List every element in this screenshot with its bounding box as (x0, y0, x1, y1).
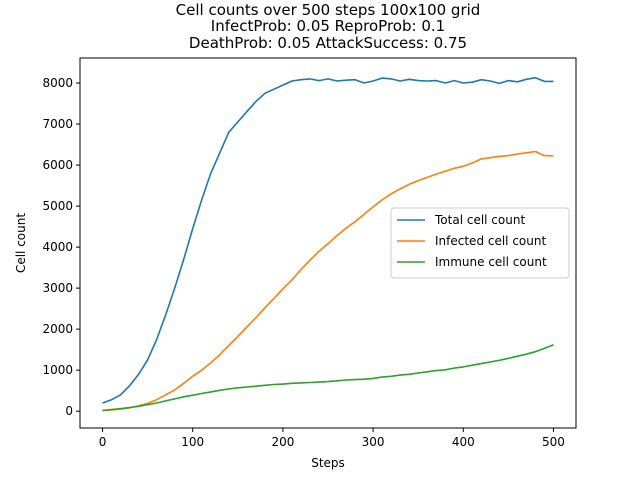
y-tick-label: 6000 (42, 158, 73, 172)
title-line-1: Cell counts over 500 steps 100x100 grid (176, 1, 481, 19)
legend: Total cell count Infected cell count Immun… (390, 207, 570, 279)
axes-frame (79, 57, 577, 429)
x-tick-label: 400 (452, 435, 475, 449)
x-tick-label: 300 (362, 435, 385, 449)
x-tick-label: 500 (542, 435, 565, 449)
title-line-2: InfectProb: 0.05 ReproProb: 0.1 (211, 17, 445, 35)
y-tick-label: 7000 (42, 117, 73, 131)
y-tick-label: 3000 (42, 281, 73, 295)
y-tick-label: 8000 (42, 76, 73, 90)
legend-label: Total cell count (434, 213, 525, 227)
title-line-3: DeathProb: 0.05 AttackSuccess: 0.75 (189, 34, 467, 52)
series-line-infected-cell-count (102, 150, 554, 412)
x-axis-label: Steps (311, 456, 345, 470)
legend-box (390, 207, 570, 279)
y-tick-label: 0 (65, 404, 73, 418)
legend-label: Immune cell count (435, 255, 547, 269)
x-tick-label: 100 (181, 435, 204, 449)
x-tick-label: 0 (99, 435, 107, 449)
chart-title: Cell counts over 500 steps 100x100 grid … (176, 1, 481, 52)
y-tick-label: 1000 (42, 363, 73, 377)
y-axis-label: Cell count (14, 213, 28, 273)
plot-area: 0 100 200 300 400 500010002000300040005000600… (42, 57, 577, 449)
y-tick-label: 2000 (42, 322, 73, 336)
legend-label: Infected cell count (435, 234, 546, 248)
series-line-immune-cell-count (102, 343, 554, 412)
y-tick-label: 4000 (42, 240, 73, 254)
y-tick-label: 5000 (42, 199, 73, 213)
series-line-total-cell-count (102, 76, 554, 404)
x-tick-label: 200 (271, 435, 294, 449)
